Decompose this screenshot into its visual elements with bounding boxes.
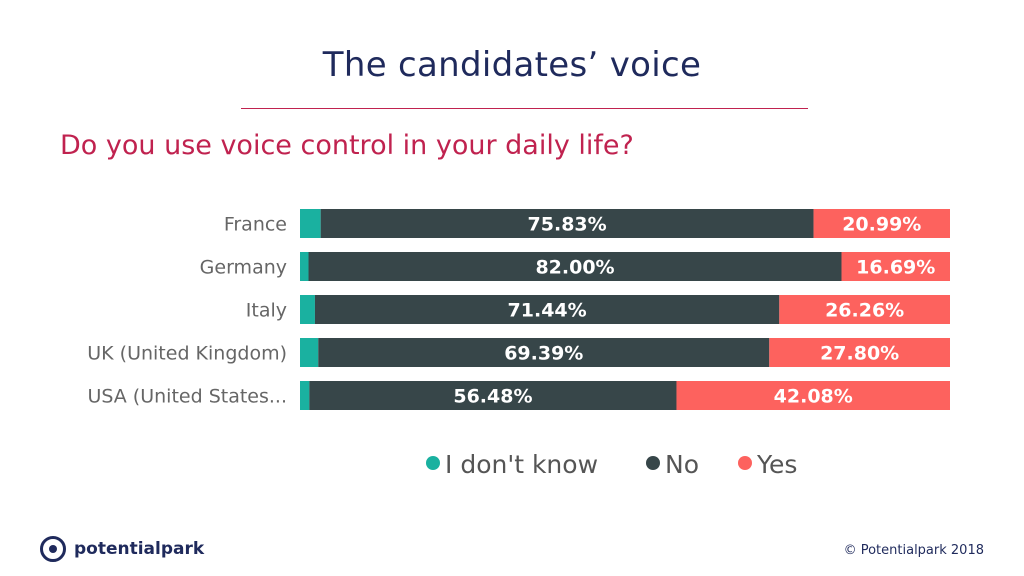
- legend-label: I don't know: [445, 450, 598, 479]
- copyright-notice: © Potentialpark 2018: [843, 543, 984, 558]
- bar-segment-no: [309, 381, 677, 410]
- category-label: France: [224, 214, 287, 236]
- data-label: 56.48%: [453, 386, 532, 408]
- category-label: UK (United Kingdom): [87, 343, 287, 365]
- bar-segment-yes: [779, 295, 950, 324]
- category-label: Germany: [200, 257, 287, 279]
- bar-segment-i-don-t-know: [300, 338, 319, 367]
- data-label: 75.83%: [528, 214, 607, 236]
- data-label: 71.44%: [508, 300, 587, 322]
- bars-layer: France 75.83% 20.99% Germany 82.00% 16.69% Ita…: [87, 209, 950, 410]
- bar-segment-no: [318, 338, 770, 367]
- bar-segment-i-don-t-know: [300, 295, 315, 324]
- data-label: 20.99%: [842, 214, 921, 236]
- bar-segment-no: [314, 295, 780, 324]
- bar-segment-yes: [841, 252, 950, 281]
- data-label: 16.69%: [856, 257, 935, 279]
- survey-question: Do you use voice control in your daily l…: [60, 130, 634, 161]
- data-label: 26.26%: [825, 300, 904, 322]
- data-label: 42.08%: [774, 386, 853, 408]
- legend-marker: [738, 456, 752, 470]
- legend-label: Yes: [756, 450, 797, 479]
- potentialpark-logo: potentialpark: [40, 536, 204, 562]
- legend-marker: [646, 456, 660, 470]
- bar-segment-i-don-t-know: [300, 252, 309, 281]
- bar-segment-yes: [769, 338, 950, 367]
- chart-legend: I don't know No Yes: [426, 450, 797, 479]
- data-label: 82.00%: [535, 257, 614, 279]
- bar-segment-i-don-t-know: [300, 381, 310, 410]
- category-label: Italy: [246, 300, 287, 322]
- logo-text: potentialpark: [74, 539, 205, 559]
- data-label: 69.39%: [504, 343, 583, 365]
- category-label: USA (United States...: [87, 386, 287, 408]
- slide-title: The candidates’ voice: [322, 45, 702, 85]
- logo-icon: [40, 536, 66, 562]
- bar-segment-yes: [676, 381, 950, 410]
- bar-segment-no: [308, 252, 842, 281]
- title-divider: [241, 108, 808, 109]
- data-label: 27.80%: [820, 343, 899, 365]
- legend-label: No: [665, 450, 699, 479]
- legend-marker: [426, 456, 440, 470]
- bar-segment-yes: [813, 209, 950, 238]
- bar-segment-no: [320, 209, 814, 238]
- bar-segment-i-don-t-know: [300, 209, 321, 238]
